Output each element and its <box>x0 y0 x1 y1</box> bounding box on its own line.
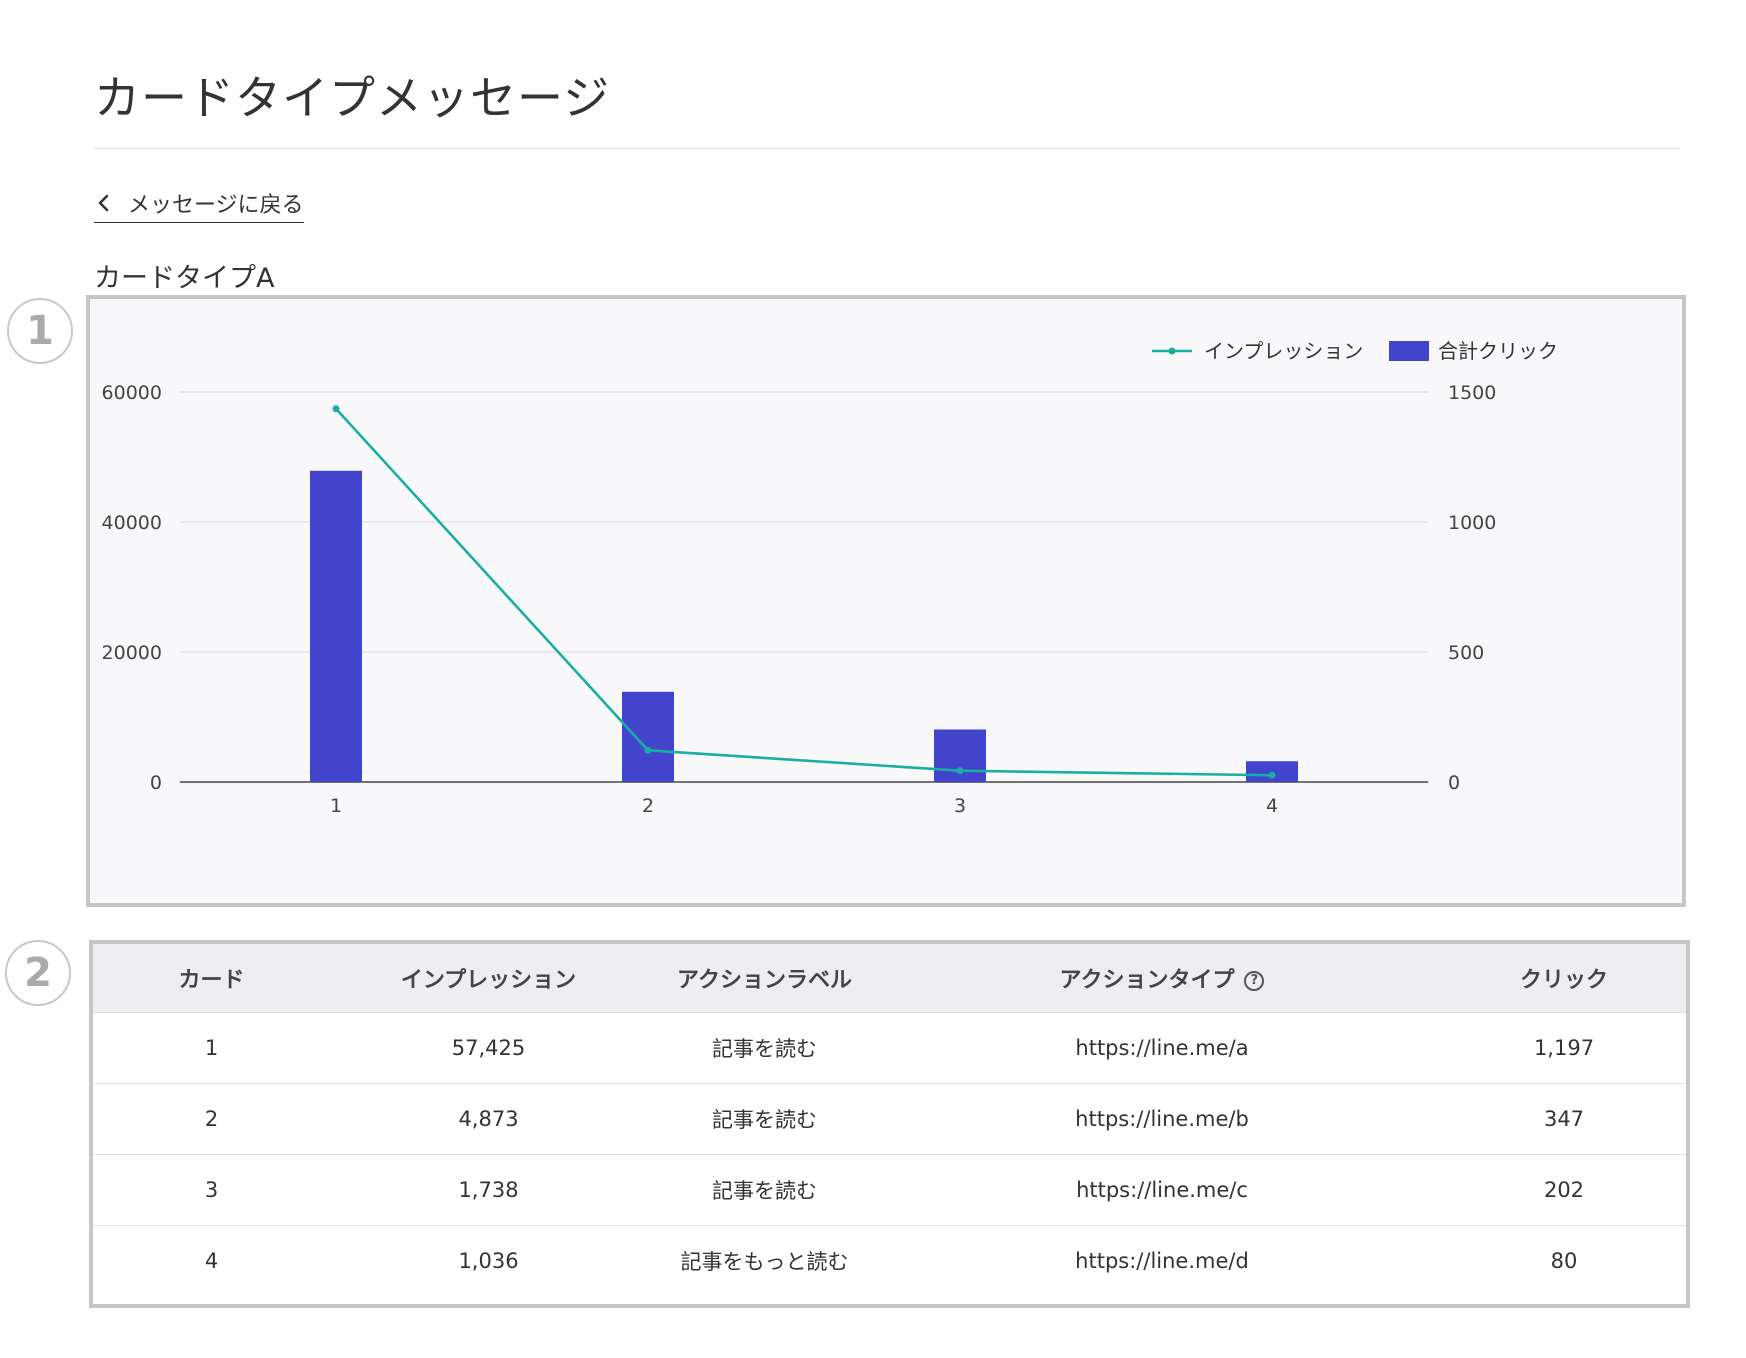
x-tick-label: 1 <box>330 795 342 817</box>
annotation-marker-2: 2 <box>5 940 71 1006</box>
header-impressions: インプレッション <box>400 967 577 993</box>
y-right-tick-label: 1500 <box>1448 382 1496 404</box>
chevron-left-icon <box>98 194 109 212</box>
cell-impressions: 1,738 <box>330 1153 647 1225</box>
legend-line-marker <box>1168 347 1176 355</box>
y-right-tick-label: 1000 <box>1448 512 1496 534</box>
cell-action-label: 記事をもっと読む <box>647 1224 882 1296</box>
annotation-marker-1: 1 <box>7 298 73 364</box>
table-row: 3 1,738 記事を読む https://line.me/c 202 <box>93 1153 1686 1225</box>
card-stats-table: カード インプレッション アクションラベル アクションタイプ? クリック 1 5… <box>93 944 1686 1296</box>
cell-action-label: 記事を読む <box>647 1082 882 1154</box>
back-to-messages-link[interactable]: メッセージに戻る <box>94 186 304 223</box>
x-tick-label: 2 <box>642 795 654 817</box>
line-impressions <box>335 407 1273 777</box>
table-row: 1 57,425 記事を読む https://line.me/a 1,197 <box>93 1011 1686 1083</box>
header-action-type-label: アクションタイプ <box>1059 967 1235 993</box>
y-left-tick-label: 60000 <box>102 382 162 404</box>
x-tick-label: 4 <box>1266 795 1278 817</box>
bar-total-clicks <box>310 470 362 782</box>
cell-action-type: https://line.me/c <box>882 1153 1442 1225</box>
page-title: カードタイプメッセージ <box>94 71 611 125</box>
y-left-tick-label: 20000 <box>102 642 162 664</box>
cell-card: 1 <box>93 1011 330 1083</box>
chart-panel: 60000 40000 20000 0 1500 1000 500 0 1 2 3 4 インプレッ… <box>86 295 1686 907</box>
bar-total-clicks <box>622 691 674 782</box>
cell-clicks: 80 <box>1442 1224 1686 1296</box>
y-left-tick-label: 0 <box>150 772 162 794</box>
y-right-tick-label: 0 <box>1448 772 1460 794</box>
cell-action-type: https://line.me/d <box>882 1224 1442 1296</box>
cell-card: 4 <box>93 1224 330 1296</box>
card-stats-table-panel: カード インプレッション アクションラベル アクションタイプ? クリック 1 5… <box>89 940 1690 1308</box>
x-tick-label: 3 <box>954 795 966 817</box>
cell-impressions: 1,036 <box>330 1224 647 1296</box>
legend-bar-swatch <box>1389 341 1429 361</box>
header-clicks: クリック <box>1519 967 1608 993</box>
y-right-tick-label: 500 <box>1448 642 1484 664</box>
cell-action-label: 記事を読む <box>647 1011 882 1083</box>
cell-action-type: https://line.me/b <box>882 1082 1442 1154</box>
cell-impressions: 4,873 <box>330 1082 647 1154</box>
table-row: 2 4,873 記事を読む https://line.me/b 347 <box>93 1082 1686 1154</box>
legend-label-impressions: インプレッション <box>1204 339 1363 363</box>
cell-card: 3 <box>93 1153 330 1225</box>
combo-chart: 60000 40000 20000 0 1500 1000 500 0 1 2 3 4 インプレッ… <box>102 339 1558 817</box>
table-row: 4 1,036 記事をもっと読む https://line.me/d 80 <box>93 1224 1686 1296</box>
cell-clicks: 1,197 <box>1442 1011 1686 1083</box>
title-divider <box>94 148 1680 149</box>
cell-clicks: 347 <box>1442 1082 1686 1154</box>
y-left-tick-label: 40000 <box>102 512 162 534</box>
cell-action-type: https://line.me/a <box>882 1011 1442 1083</box>
legend-label-total-clicks: 合計クリック <box>1438 339 1558 363</box>
cell-action-label: 記事を読む <box>647 1153 882 1225</box>
header-action-label: アクションラベル <box>677 967 852 993</box>
header-card: カード <box>178 967 245 993</box>
section-title: カードタイプA <box>94 263 275 294</box>
cell-card: 2 <box>93 1082 330 1154</box>
line-point-impressions <box>956 767 964 775</box>
back-link-label: メッセージに戻る <box>128 193 304 218</box>
bar-total-clicks <box>1246 761 1298 782</box>
cell-clicks: 202 <box>1442 1153 1686 1225</box>
line-point-impressions <box>332 405 340 413</box>
line-point-impressions <box>644 746 652 754</box>
line-point-impressions <box>1268 771 1276 779</box>
cell-impressions: 57,425 <box>330 1011 647 1083</box>
help-circle-icon[interactable]: ? <box>1244 970 1265 991</box>
table-header-row: カード インプレッション アクションラベル アクションタイプ? クリック <box>93 944 1686 1012</box>
header-action-type: アクションタイプ? <box>882 944 1442 1012</box>
